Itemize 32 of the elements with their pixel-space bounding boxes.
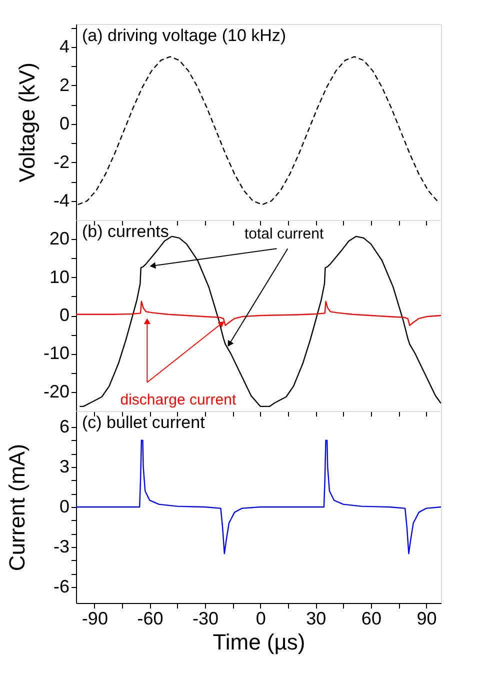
y-tick-label: -10 <box>43 343 70 364</box>
y-tick-label: -2 <box>53 152 70 172</box>
chart-title: (a) driving voltage (10 kHz) <box>82 26 286 45</box>
y-tick-label: -4 <box>53 190 70 210</box>
series-label: total current <box>244 225 324 242</box>
y-axis-title: Current (mA) <box>4 444 30 572</box>
y-tick-label: 6 <box>59 416 70 436</box>
x-tick-label: -60 <box>137 608 164 628</box>
x-tick-label: 0 <box>256 608 266 628</box>
y-tick-label: 0 <box>59 496 70 516</box>
y-tick-label: 2 <box>59 74 70 95</box>
y-tick-label: 4 <box>59 36 70 57</box>
y-tick-label: 0 <box>59 113 70 134</box>
line-series <box>76 300 441 326</box>
line-series <box>76 440 441 554</box>
y-tick-label: -6 <box>53 576 70 596</box>
y-axis-title: Voltage (kV) <box>14 62 40 182</box>
x-tick-label: -90 <box>82 608 108 628</box>
y-tick-label: -20 <box>43 381 70 402</box>
chart-title: (b) currents <box>82 222 169 241</box>
x-tick-label: 30 <box>306 608 326 628</box>
y-tick-label: 10 <box>49 266 70 287</box>
chart-title: (c) bullet current <box>82 413 206 432</box>
y-tick-label: 0 <box>59 305 70 325</box>
y-tick-label: 20 <box>49 228 70 249</box>
y-tick-label: -3 <box>53 536 70 556</box>
x-tick-label: 60 <box>361 608 382 628</box>
x-axis-title: Time (µs) <box>212 630 306 654</box>
x-tick-label: 90 <box>416 608 437 628</box>
text: discharge current <box>120 392 237 409</box>
y-tick-label: 3 <box>59 456 70 476</box>
x-tick-label: -30 <box>192 608 219 628</box>
